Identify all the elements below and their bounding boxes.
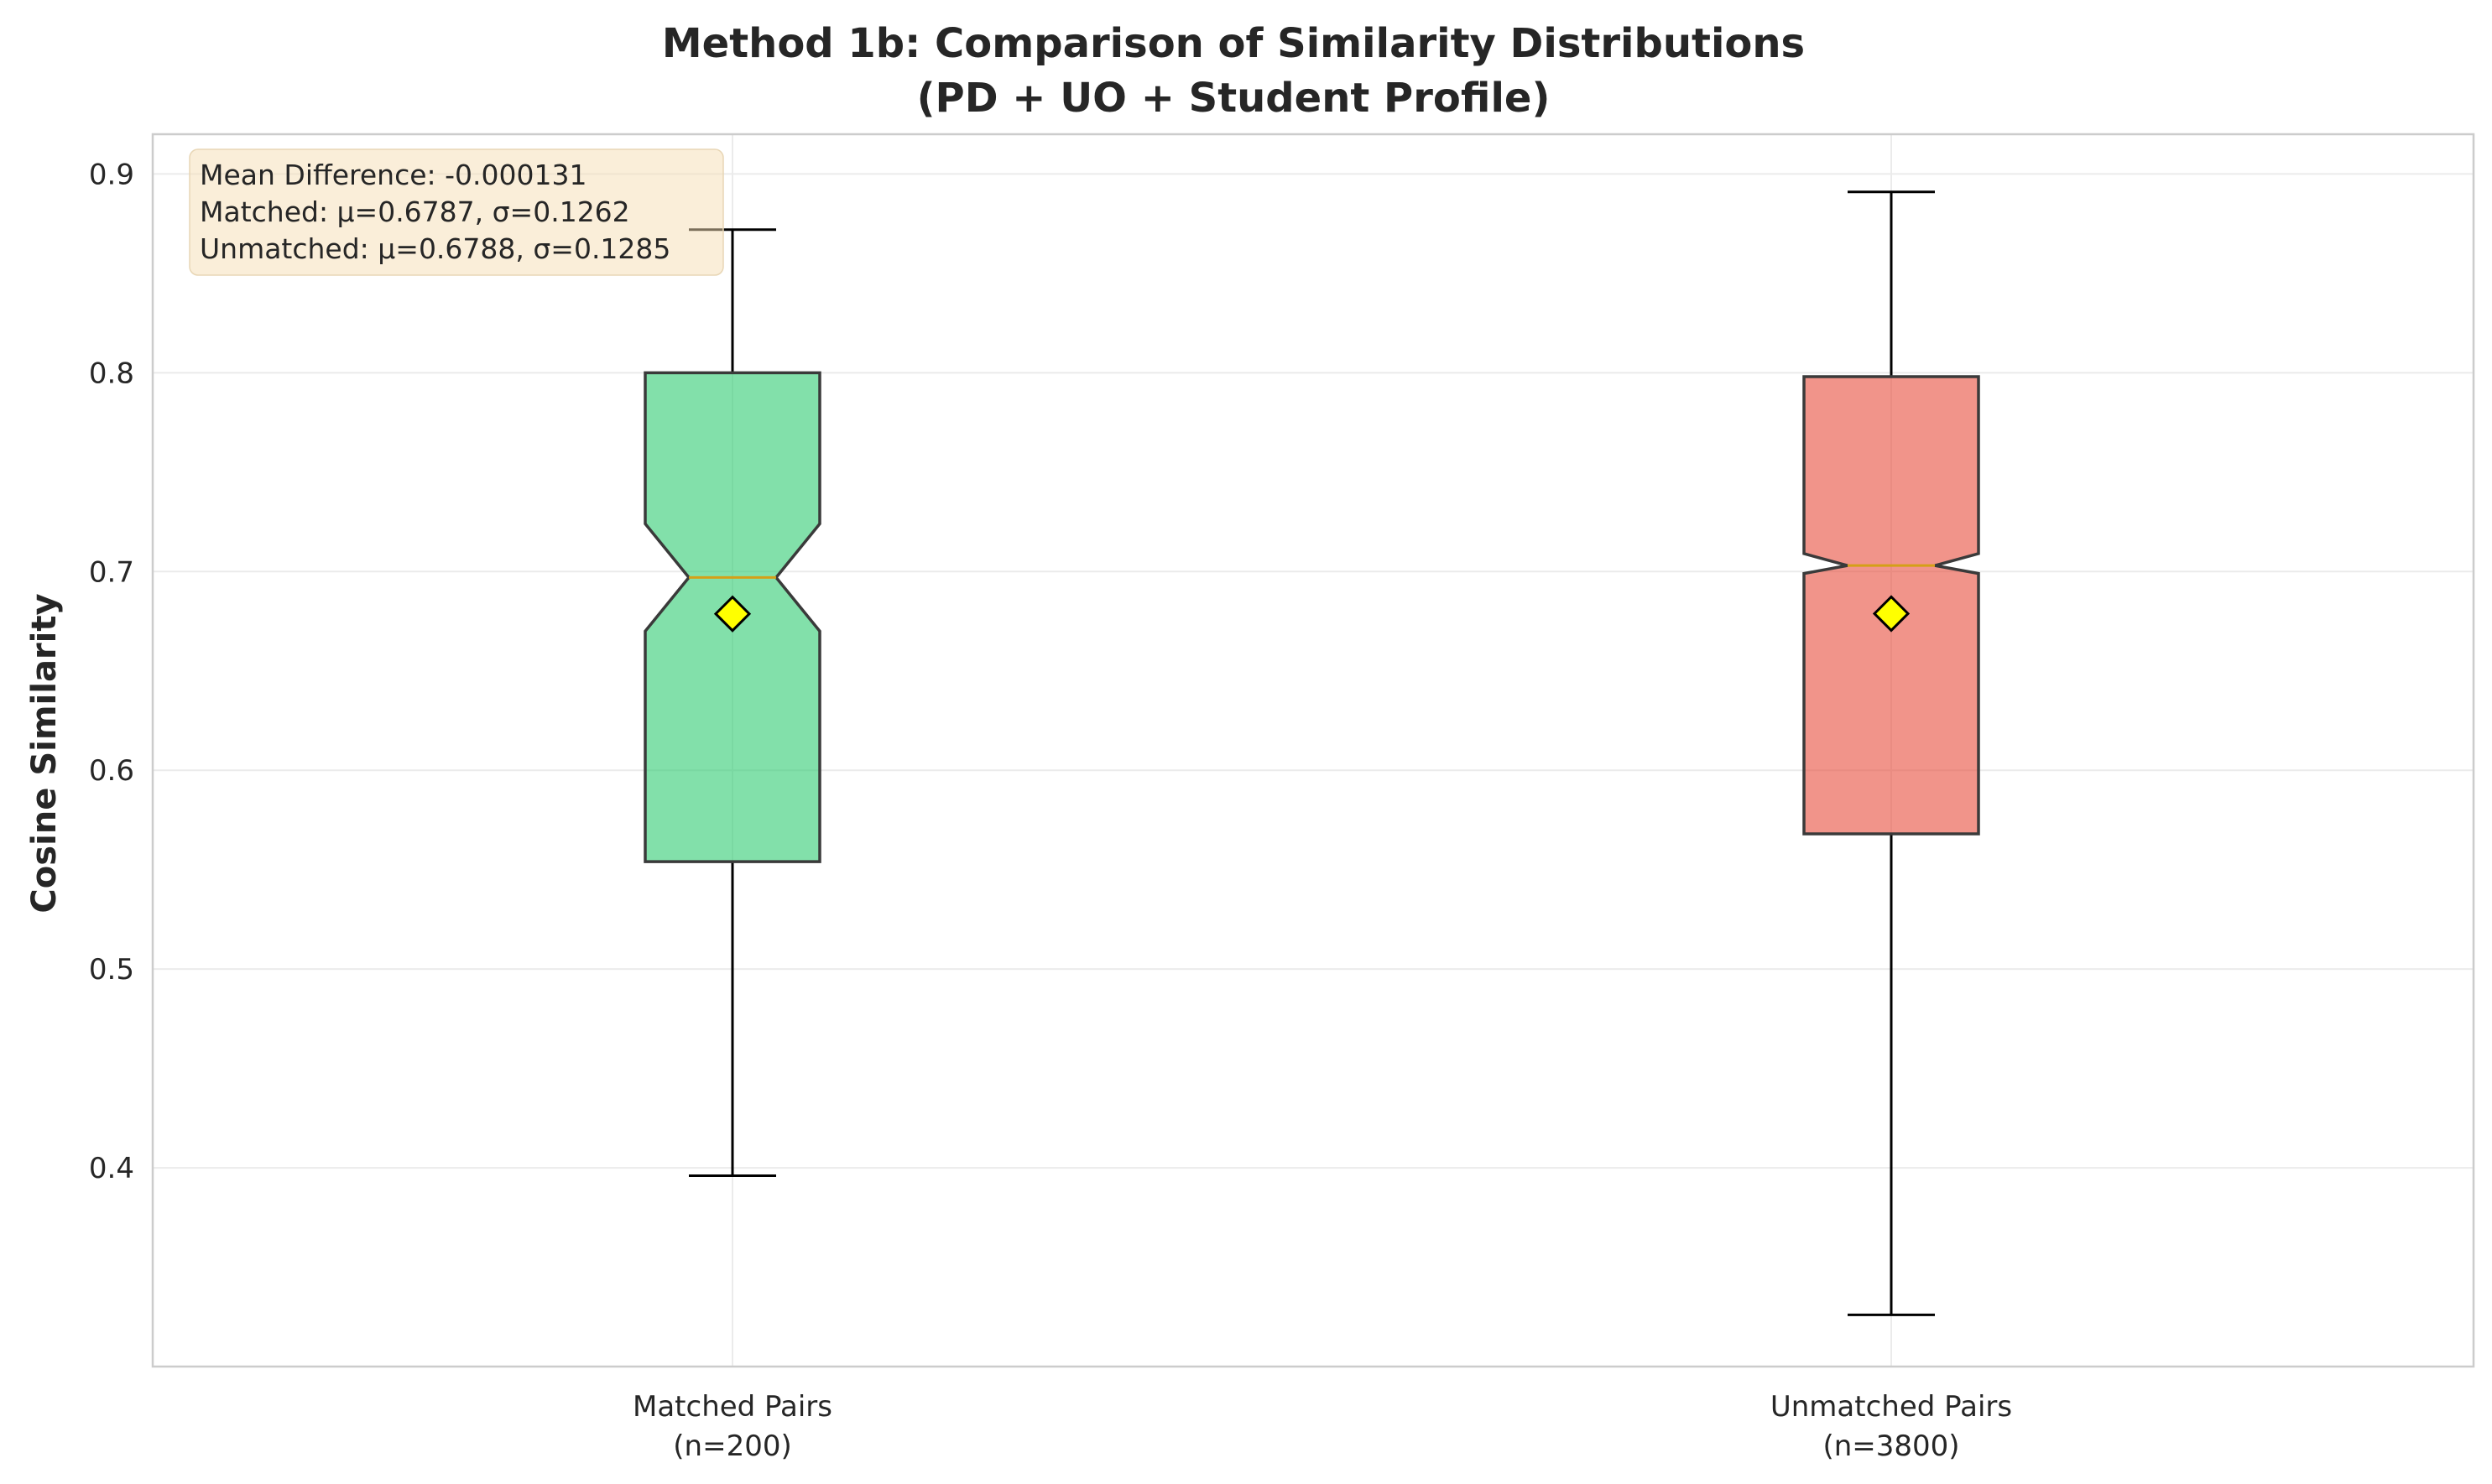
x-tick-label-count: (n=200) xyxy=(673,1429,791,1463)
annotation-line: Mean Difference: -0.000131 xyxy=(200,159,587,191)
mean-marker xyxy=(1872,595,1911,633)
x-tick-label: Unmatched Pairs xyxy=(1770,1390,2012,1424)
chart-title-line1: Method 1b: Comparison of Similarity Dist… xyxy=(662,20,1805,67)
plot-area: 0.4 0.5 0.6 0.7 0.8 0.9 Matched Pairs (n=200) Un… xyxy=(89,133,2475,1463)
y-tick-label: 0.8 xyxy=(89,357,134,390)
y-tick-label: 0.6 xyxy=(89,754,134,788)
y-tick-label: 0.9 xyxy=(89,158,134,191)
mean-marker xyxy=(713,595,752,633)
y-tick-label: 0.5 xyxy=(89,953,134,987)
chart-title-line2: (PD + UO + Student Profile) xyxy=(917,75,1551,122)
x-tick-label-count: (n=3800) xyxy=(1822,1429,1959,1463)
y-tick-label: 0.7 xyxy=(89,555,134,589)
annotation-line: Matched: μ=0.6787, σ=0.1262 xyxy=(200,195,630,228)
annotation-box xyxy=(189,148,724,276)
x-tick-label: Matched Pairs xyxy=(633,1390,832,1424)
y-axis-label: Cosine Similarity xyxy=(25,593,64,913)
annotation-line: Unmatched: μ=0.6788, σ=0.1285 xyxy=(200,232,670,265)
y-tick-label: 0.4 xyxy=(89,1152,134,1185)
plot-frame xyxy=(151,133,2475,1368)
